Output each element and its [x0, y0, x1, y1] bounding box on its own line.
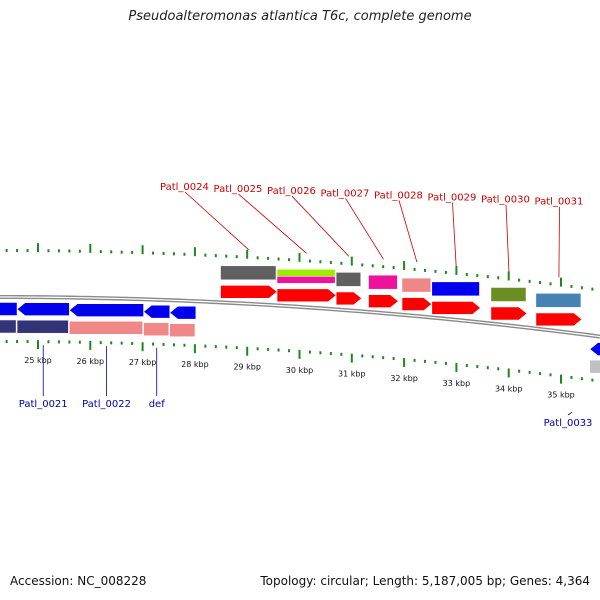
gene-patl_0031-cog-box: [535, 293, 582, 308]
leader-line: [291, 195, 350, 257]
gene-patl_0024-cds-arrow: [220, 284, 278, 299]
leader-line: [567, 411, 573, 416]
gene-patl_0029-cds-arrow: [431, 301, 481, 315]
leader-line: [558, 206, 560, 278]
gene-patl_0029-cog-box: [431, 281, 480, 297]
axis-tick-label: 32 kbp: [390, 374, 418, 383]
gene-label: Patl_0021: [19, 399, 68, 410]
gene-patl_0022-cds-arrow: [68, 303, 144, 318]
gene-patl_0030-cog-box: [490, 287, 527, 302]
gene-patl_0027-cog-box: [368, 274, 398, 290]
axis-tick-label: 35 kbp: [547, 391, 575, 400]
gene-patl_0022-cog-box: [69, 320, 143, 335]
gene-patl_0028-cog-box: [401, 277, 432, 293]
gene-patl_0030-cds-arrow: [490, 306, 528, 321]
axis-tick-label: 29 kbp: [233, 363, 261, 372]
leader-line: [398, 200, 418, 263]
gene-patl_0033-cds-arrow: [589, 342, 600, 356]
gene-patl_0026-cog-box: [335, 272, 361, 287]
axis-tick-label: 26 kbp: [77, 357, 105, 366]
leader-line: [184, 191, 250, 251]
gene-def-cog-box: [143, 322, 170, 336]
map-title: Pseudoalteromonas atlantica T6c, complet…: [128, 9, 472, 24]
gene-label: Patl_0027: [321, 188, 370, 199]
feature-1-cog-box: [169, 323, 196, 337]
gene-label: Patl_0031: [535, 197, 584, 208]
tick-marks: 25 kbp 26 kbp 27 kbp 28 kbp 29 kbp 30 kbp 31 k…: [5, 243, 594, 400]
gene-label: Patl_0029: [428, 193, 477, 204]
gene-patl_0025-cog-box: [276, 269, 336, 277]
gene-label: Patl_0033: [544, 418, 593, 429]
axis-tick-label: 28 kbp: [181, 360, 209, 369]
gene-patl_0025-cog-box-2: [276, 276, 336, 284]
gene-labels: Patl_0024 Patl_0025 Patl_0026 Patl_0027 Patl…: [19, 182, 593, 429]
axis-tick-label: 34 kbp: [495, 384, 523, 393]
axis-tick-label: 31 kbp: [338, 370, 366, 379]
gene-patl_0031-cds-arrow: [535, 312, 583, 327]
feature-1-cds-arrow: [169, 305, 197, 320]
leader-line: [505, 204, 510, 272]
gene-label: Patl_0030: [481, 195, 530, 206]
gene-label: Patl_0024: [160, 182, 209, 193]
axis-tick-label: 25 kbp: [24, 356, 52, 365]
axis-tick-label: 30 kbp: [286, 366, 314, 375]
gene-patl_0025-cds-arrow: [276, 288, 337, 303]
gene-label: Patl_0022: [82, 399, 131, 410]
gene-patl_0027-cds-arrow: [368, 294, 399, 309]
gene-patl_0028-cds-arrow: [401, 297, 433, 311]
gene-label: Patl_0028: [374, 190, 423, 201]
gene-patl_0026-cds-arrow: [335, 291, 363, 306]
gene-patl_0024-cog-box: [220, 265, 277, 281]
axis-tick-label: 33 kbp: [443, 379, 471, 388]
gene-label: Patl_0026: [267, 186, 316, 197]
genome-backbone: [0, 295, 600, 339]
leader-line: [238, 193, 307, 254]
feature-0-cds-arrow: [0, 302, 18, 316]
gene-label: def: [149, 399, 166, 410]
leader-line: [452, 202, 457, 266]
gene-patl_0021-cds-arrow: [16, 302, 70, 317]
gene-def-cds-arrow: [143, 304, 171, 319]
backbone-inner: [0, 296, 600, 338]
gene-features: [0, 265, 600, 374]
genome-summary: Topology: circular; Length: 5,187,005 bp…: [260, 574, 590, 588]
gene-patl_0021-cog-box: [16, 319, 69, 334]
accession-text: Accession: NC_008228: [10, 574, 147, 588]
feature-0-cog-box: [0, 319, 17, 334]
gene-patl_0033-cog-box: [589, 359, 600, 374]
axis-tick-label: 27 kbp: [129, 358, 157, 367]
leader-line: [345, 198, 384, 260]
gene-label: Patl_0025: [214, 184, 263, 195]
